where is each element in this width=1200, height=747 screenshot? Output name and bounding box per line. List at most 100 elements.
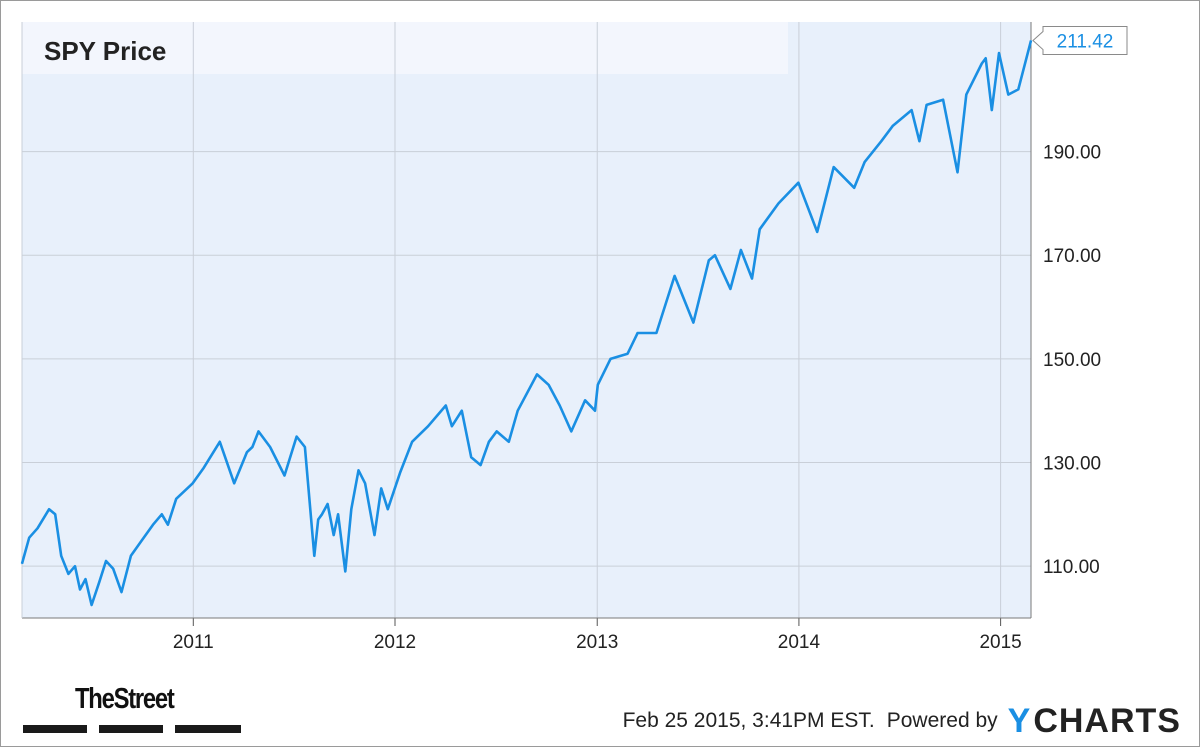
data-point (548, 384, 550, 386)
data-point (911, 109, 913, 111)
data-point (251, 446, 253, 448)
data-point (60, 555, 62, 557)
y-tick-label: 130.00 (1043, 454, 1101, 475)
data-point (399, 472, 401, 474)
data-point (480, 464, 482, 466)
data-point (998, 52, 1000, 54)
data-point (192, 482, 194, 484)
data-point (373, 534, 376, 536)
data-point (350, 508, 352, 510)
data-point (816, 231, 818, 233)
data-point (570, 430, 572, 432)
data-point (637, 332, 639, 334)
data-point (337, 513, 339, 515)
data-point (833, 166, 835, 168)
data-point (269, 446, 271, 448)
data-point (36, 527, 39, 529)
data-point (98, 581, 100, 583)
data-point (317, 518, 319, 521)
data-point (296, 436, 298, 438)
data-point (965, 94, 967, 96)
data-point (714, 254, 716, 256)
y-tick-label: 170.00 (1043, 246, 1101, 267)
y-tick-label: 110.00 (1043, 557, 1100, 578)
last-value-label: 211.42 (1057, 32, 1114, 53)
data-point (918, 140, 921, 142)
data-point (797, 182, 800, 184)
data-point (120, 591, 123, 593)
data-point (991, 109, 993, 111)
logo-bar (23, 725, 87, 733)
data-point (981, 62, 983, 65)
thestreet-logo: TheStreet (23, 683, 245, 735)
data-point (777, 202, 780, 204)
data-point (655, 332, 658, 334)
data-point (175, 498, 177, 500)
data-points (21, 40, 1032, 606)
data-point (584, 399, 586, 401)
data-point (740, 249, 742, 251)
data-point (517, 410, 519, 412)
chart-footer: Feb 25 2015, 3:41PM EST. Powered by Y CH… (561, 701, 1181, 741)
data-point (380, 487, 382, 489)
data-point (461, 410, 463, 412)
data-point (692, 322, 695, 324)
x-tick-label: 2012 (374, 632, 416, 653)
data-point (597, 384, 599, 386)
data-point (21, 563, 23, 565)
data-point (880, 140, 882, 142)
data-point (246, 451, 248, 453)
x-tick-label: 2015 (979, 632, 1021, 653)
data-point (304, 446, 306, 448)
data-point (67, 573, 69, 575)
data-point (1007, 94, 1009, 96)
data-point (387, 508, 389, 510)
data-point (130, 555, 132, 557)
data-point (54, 513, 56, 515)
data-point (926, 104, 928, 106)
data-point (708, 259, 710, 261)
data-point (74, 565, 76, 567)
data-point (751, 277, 753, 280)
logo-bar (175, 725, 241, 733)
data-point (257, 430, 260, 432)
ycharts-y-mark: Y (1007, 701, 1032, 740)
data-point (364, 482, 366, 484)
data-point (321, 513, 323, 515)
data-point (451, 425, 453, 427)
data-point (28, 537, 30, 539)
data-point (84, 578, 87, 580)
timestamp: Feb 25 2015, 3:41PM EST. (622, 709, 875, 732)
data-point (112, 568, 114, 570)
data-point (219, 441, 221, 443)
data-point (609, 358, 612, 360)
y-tick-label: 150.00 (1043, 350, 1101, 371)
ycharts-wordmark: CHARTS (1033, 701, 1181, 740)
title-band (22, 22, 788, 74)
data-point (327, 503, 329, 505)
data-point (864, 161, 866, 163)
data-point (445, 404, 447, 407)
data-point (411, 441, 413, 443)
data-point (470, 456, 472, 458)
data-point (1017, 88, 1019, 90)
thestreet-logo-text: TheStreet (75, 683, 175, 715)
data-point (729, 288, 732, 290)
x-tick-label: 2011 (173, 632, 214, 653)
data-point (141, 539, 143, 541)
data-point (152, 524, 154, 526)
data-point (167, 524, 169, 526)
data-point (161, 513, 163, 515)
data-point (313, 555, 315, 557)
data-point (79, 588, 81, 591)
y-tick-label: 190.00 (1043, 143, 1101, 164)
ycharts-logo[interactable]: Y CHARTS (1008, 702, 1181, 741)
data-point (508, 441, 510, 443)
data-point (344, 570, 346, 573)
chart-title: SPY Price (44, 36, 166, 66)
last-value-callout (1032, 26, 1128, 56)
data-point (674, 275, 676, 277)
data-point (942, 99, 944, 101)
